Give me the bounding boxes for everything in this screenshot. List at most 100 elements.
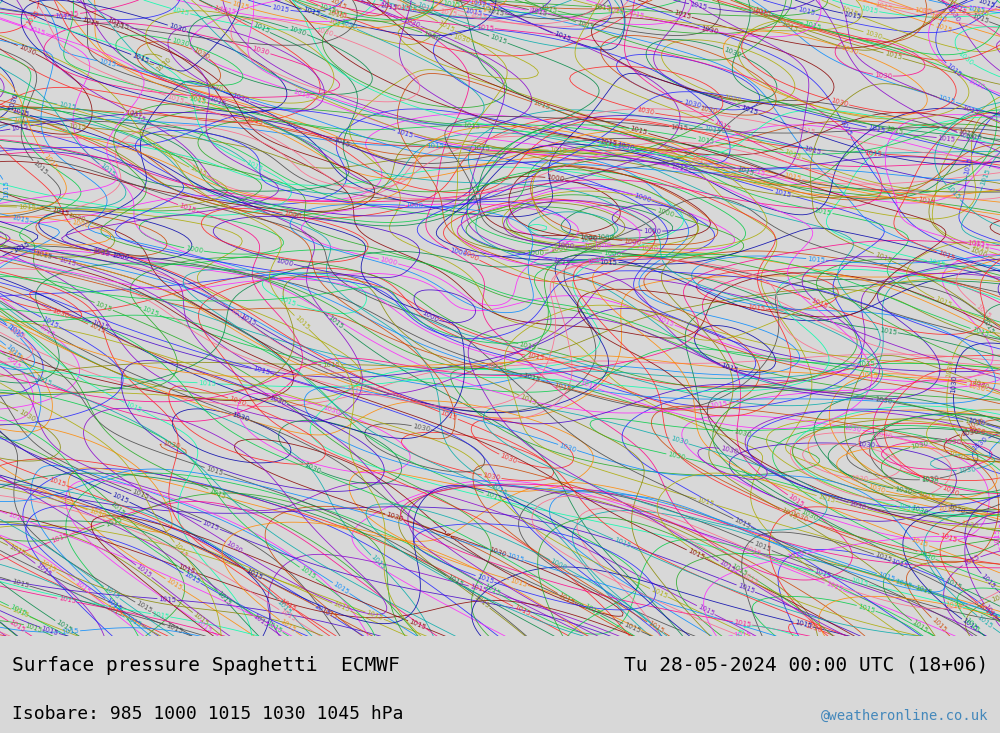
Text: 1030: 1030 [967,417,986,427]
Text: 1015: 1015 [920,8,939,17]
Text: 1015: 1015 [74,579,91,595]
Text: 1015: 1015 [753,540,772,553]
Text: 1030: 1030 [636,106,655,116]
Text: 1015: 1015 [131,52,150,64]
Text: 1015: 1015 [58,256,76,267]
Text: 1015: 1015 [844,10,862,19]
Text: 1015: 1015 [322,361,340,368]
Text: 1030: 1030 [338,19,357,32]
Text: 1015: 1015 [476,573,494,585]
Text: 1030: 1030 [452,33,471,43]
Text: 1015: 1015 [960,104,979,116]
Text: 1015: 1015 [840,6,859,18]
Text: 1015: 1015 [747,304,765,312]
Text: 1015: 1015 [68,122,86,130]
Text: 1000: 1000 [623,237,641,246]
Text: 1015: 1015 [489,482,507,496]
Text: 1015: 1015 [930,616,947,633]
Text: 1015: 1015 [736,583,755,594]
Text: 1015: 1015 [967,240,986,248]
Text: 1015: 1015 [964,133,982,141]
Text: 1015: 1015 [718,559,736,574]
Text: 1015: 1015 [392,4,411,12]
Text: 1015: 1015 [773,188,792,199]
Text: 1030: 1030 [950,375,958,393]
Text: 1015: 1015 [489,34,508,45]
Text: 1000: 1000 [640,245,658,252]
Text: 1000: 1000 [579,235,598,242]
Text: 1015: 1015 [24,622,43,633]
Text: 1015: 1015 [39,559,57,574]
Text: 1015: 1015 [957,128,976,139]
Text: 1015: 1015 [934,296,953,309]
Text: 1030: 1030 [17,43,36,56]
Text: 1015: 1015 [293,314,310,331]
Text: 1015: 1015 [124,615,143,628]
Text: 1015: 1015 [12,240,31,254]
Text: 1000: 1000 [969,246,988,259]
Text: 1015: 1015 [439,8,458,18]
Text: 1030: 1030 [251,45,270,56]
Text: 1030: 1030 [947,450,966,461]
Text: 1015: 1015 [61,628,79,635]
Text: 1015: 1015 [649,586,668,600]
Text: 1015: 1015 [320,606,338,620]
Text: 1015: 1015 [486,363,504,370]
Text: 1015: 1015 [914,7,932,15]
Text: 1015: 1015 [103,585,121,600]
Text: 1000: 1000 [546,174,565,183]
Text: 1015: 1015 [944,601,963,611]
Text: 1015: 1015 [178,202,197,214]
Text: 1015: 1015 [670,124,688,131]
Text: 1015: 1015 [600,259,618,265]
Text: 1015: 1015 [469,11,488,21]
Text: 1015: 1015 [962,554,981,567]
Text: 1030: 1030 [733,428,752,438]
Text: 1015: 1015 [857,603,876,614]
Text: 1015: 1015 [519,393,538,406]
Text: 1015: 1015 [740,105,759,117]
Text: 1015: 1015 [506,552,524,563]
Text: 1030: 1030 [700,26,718,35]
Text: 1030: 1030 [961,428,979,437]
Text: 1015: 1015 [730,562,748,577]
Text: 1030: 1030 [482,473,501,482]
Text: 1015: 1015 [128,109,147,123]
Text: 1030: 1030 [967,380,986,389]
Text: 1015: 1015 [944,577,963,590]
Text: 1015: 1015 [91,320,110,331]
Text: 1030: 1030 [699,106,718,115]
Text: 1015: 1015 [576,20,595,32]
Text: 1030: 1030 [228,396,247,408]
Text: 1015: 1015 [238,312,257,327]
Text: 1015: 1015 [189,165,208,178]
Text: 1015: 1015 [7,512,26,523]
Text: 1015: 1015 [937,95,956,105]
Text: 1015: 1015 [245,117,264,126]
Text: 1015: 1015 [975,303,992,320]
Text: 1030: 1030 [488,546,507,558]
Text: 1015: 1015 [208,96,227,108]
Text: 1000: 1000 [379,257,398,267]
Text: 1015: 1015 [934,23,953,34]
Text: 1015: 1015 [332,581,350,595]
Text: 1015: 1015 [131,488,150,500]
Text: 1015: 1015 [229,307,246,323]
Text: 1030: 1030 [957,50,974,66]
Text: 1015: 1015 [917,196,936,207]
Text: 1030: 1030 [957,466,976,474]
Text: 1015: 1015 [51,532,70,544]
Text: 1015: 1015 [482,583,501,597]
Text: 1015: 1015 [945,62,962,78]
Text: 1015: 1015 [252,614,270,629]
Text: 1030: 1030 [385,512,404,523]
Text: 1015: 1015 [379,2,397,12]
Text: 1015: 1015 [807,256,825,263]
Text: 1030: 1030 [616,141,635,152]
Text: 1015: 1015 [12,117,31,127]
Text: 1030: 1030 [402,16,421,29]
Text: 1015: 1015 [3,180,9,198]
Text: 1015: 1015 [879,327,897,336]
Text: 1000: 1000 [656,207,675,218]
Text: 1015: 1015 [327,314,345,331]
